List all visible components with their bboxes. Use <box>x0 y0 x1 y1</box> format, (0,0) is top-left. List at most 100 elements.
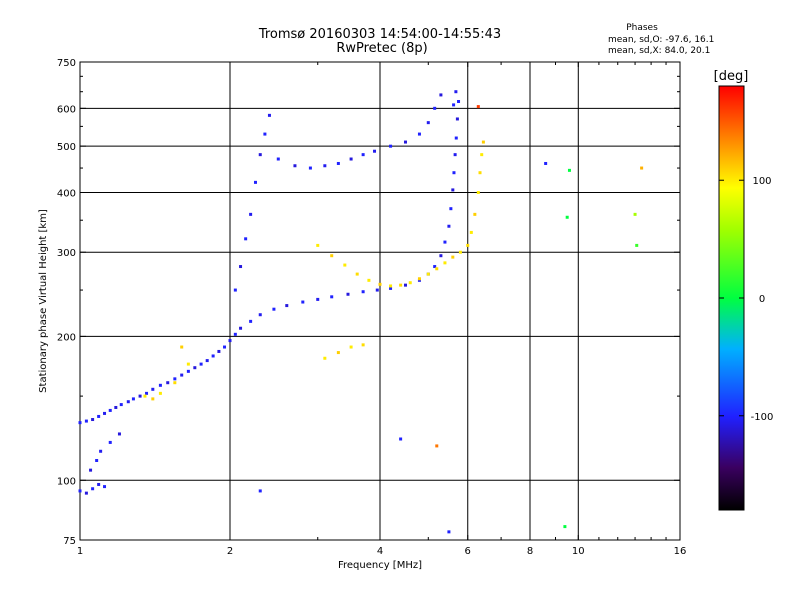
data-point <box>457 100 461 104</box>
stats-line-o: mean, sd,O: -97.6, 16.1 <box>608 35 714 45</box>
data-point <box>433 106 437 110</box>
chart-subtitle: RwPretec (8p) <box>336 41 427 56</box>
colorbar-ticks: 100 0 -100 <box>719 176 773 423</box>
data-point <box>355 272 359 276</box>
data-point <box>478 171 482 175</box>
data-point <box>186 362 190 366</box>
data-point <box>180 373 184 377</box>
data-point <box>267 113 271 117</box>
data-point <box>443 240 447 244</box>
data-point <box>138 394 142 398</box>
x-tick-label: 6 <box>465 546 471 557</box>
colorbar-tick-label: -100 <box>751 412 774 423</box>
data-point <box>417 277 421 281</box>
data-point <box>239 265 243 269</box>
data-point <box>145 391 149 395</box>
data-point <box>108 408 112 412</box>
data-point <box>308 166 312 170</box>
data-point <box>186 369 190 373</box>
colorbar-label: [deg] <box>714 69 749 84</box>
data-point <box>316 297 320 301</box>
data-point <box>455 117 459 121</box>
data-point <box>435 444 439 448</box>
y-tick-label: 750 <box>57 58 76 69</box>
data-point <box>263 132 267 136</box>
data-point <box>389 286 393 290</box>
data-point <box>103 411 107 415</box>
y-tick-label: 400 <box>57 188 76 199</box>
y-axis-label: Stationary phase Virtual Height [km] <box>38 209 49 393</box>
data-point <box>78 421 82 425</box>
x-tick-label: 16 <box>674 546 687 557</box>
data-point <box>119 403 123 407</box>
data-point <box>173 381 177 385</box>
data-point <box>473 212 477 216</box>
data-point <box>389 144 393 148</box>
data-point <box>544 161 548 165</box>
data-point <box>451 188 455 192</box>
data-point <box>454 136 458 140</box>
grid-lines <box>80 62 680 540</box>
data-point <box>565 215 569 219</box>
data-point <box>217 349 221 353</box>
data-point <box>323 164 327 168</box>
data-point <box>143 394 147 398</box>
data-point <box>233 332 237 336</box>
data-point <box>443 261 447 265</box>
data-point <box>166 381 170 385</box>
data-point <box>451 255 455 259</box>
data-point <box>635 243 639 247</box>
data-point <box>426 272 430 276</box>
data-point <box>258 153 262 157</box>
data-point <box>151 397 155 401</box>
data-point <box>205 359 209 363</box>
y-axis-ticks: 75 100 200 300 400 500 600 750 <box>57 58 680 547</box>
data-point <box>361 153 365 157</box>
data-point <box>633 212 637 216</box>
y-tick-label: 75 <box>63 536 76 547</box>
data-point <box>258 489 262 493</box>
data-point <box>346 292 350 296</box>
stats-heading: Phases <box>626 23 658 33</box>
data-point <box>439 93 443 97</box>
data-point <box>452 171 456 175</box>
data-point <box>336 351 340 355</box>
data-point <box>389 284 393 288</box>
y-tick-label: 100 <box>57 476 76 487</box>
y-tick-label: 300 <box>57 248 76 259</box>
data-point <box>567 168 571 172</box>
data-point <box>258 313 262 317</box>
data-point <box>158 383 162 387</box>
data-point <box>447 530 451 534</box>
data-point <box>349 157 353 161</box>
x-tick-label: 2 <box>227 546 233 557</box>
data-point <box>151 387 155 391</box>
data-point <box>91 487 95 491</box>
data-point <box>466 243 470 247</box>
x-tick-label: 4 <box>377 546 383 557</box>
data-point <box>316 243 320 247</box>
data-point <box>417 278 421 282</box>
data-point <box>228 339 232 343</box>
data-point <box>223 345 227 349</box>
data-point <box>640 166 644 170</box>
data-point <box>249 212 253 216</box>
data-point <box>417 132 421 136</box>
data-point <box>244 237 248 241</box>
x-tick-label: 10 <box>572 546 585 557</box>
data-point <box>84 491 88 495</box>
data-point <box>108 440 112 444</box>
data-point <box>343 263 347 267</box>
data-point <box>95 458 99 462</box>
data-point <box>253 180 257 184</box>
data-point <box>126 400 130 404</box>
data-point <box>452 103 456 107</box>
data-point <box>103 485 107 489</box>
data-point <box>349 345 353 349</box>
data-point <box>99 449 103 453</box>
x-axis-label: Frequency [MHz] <box>338 560 422 571</box>
data-points <box>78 90 644 534</box>
data-point <box>439 254 443 258</box>
data-point <box>301 300 305 304</box>
data-point <box>233 288 237 292</box>
